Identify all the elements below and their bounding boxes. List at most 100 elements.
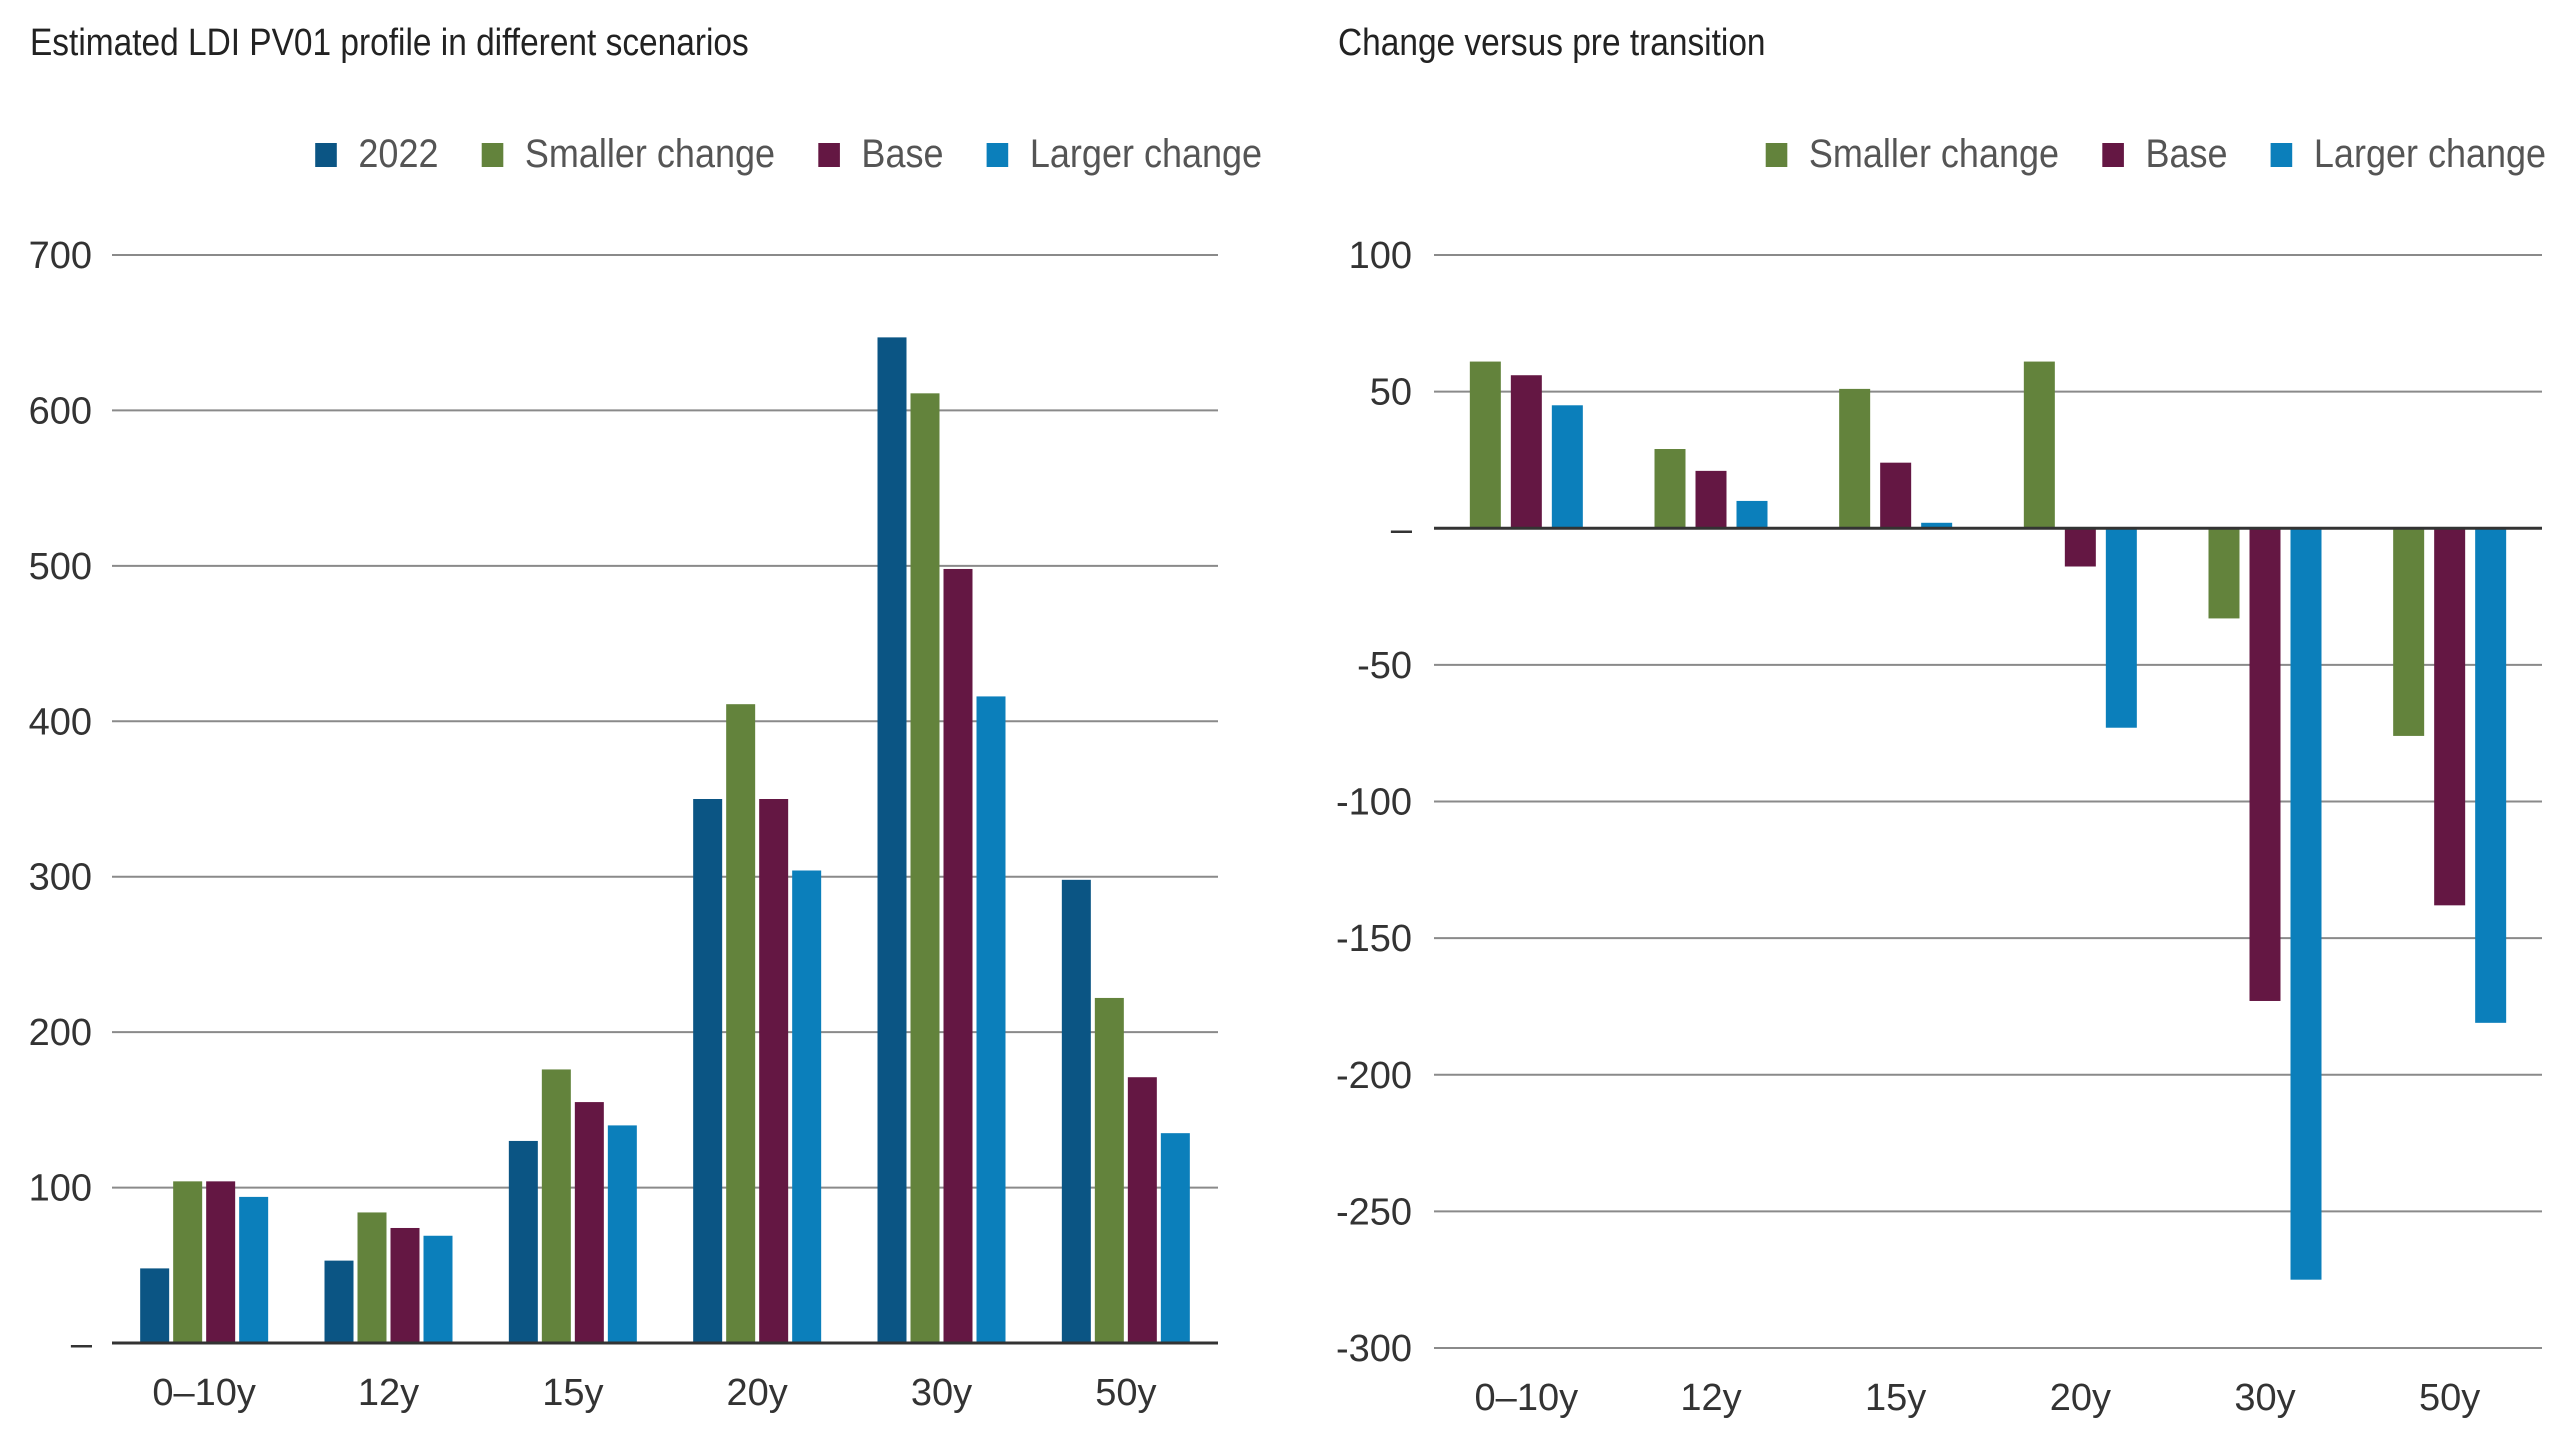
right-chart-panel: Change versus pre transition Smaller cha… bbox=[1280, 0, 2560, 1440]
legend-item-larger-change: Larger change bbox=[986, 132, 1262, 177]
legend-label-2022: 2022 bbox=[358, 132, 439, 176]
legend-swatch-larger-change bbox=[986, 142, 1009, 167]
bar-2022-20y bbox=[693, 799, 723, 1343]
legend-swatch-base bbox=[2102, 142, 2124, 167]
legend-label-larger-change: Larger change bbox=[2313, 132, 2546, 176]
legend-swatch-smaller-change bbox=[1765, 142, 1788, 167]
bar-base-0-10y bbox=[206, 1181, 236, 1343]
bar-larger-change-15y bbox=[607, 1125, 637, 1343]
bar-smaller-change-15y bbox=[1839, 388, 1871, 529]
bar-larger-change-30y bbox=[2290, 528, 2322, 1280]
y-tick-label: -300 bbox=[1336, 1328, 1412, 1370]
legend-label-smaller-change: Smaller change bbox=[524, 132, 775, 176]
bar-smaller-change-30y bbox=[2208, 528, 2240, 619]
x-tick-label: 50y bbox=[1095, 1372, 1156, 1414]
right-chart-legend: Smaller change Base Larger change bbox=[1722, 132, 2546, 177]
x-tick-label: 15y bbox=[542, 1372, 603, 1414]
bar-2022-30y bbox=[877, 337, 907, 1343]
bar-smaller-change-20y bbox=[726, 704, 756, 1343]
bar-2022-50y bbox=[1061, 879, 1091, 1343]
x-tick-label: 12y bbox=[358, 1372, 419, 1414]
y-tick-label: 300 bbox=[29, 857, 92, 899]
bar-larger-change-30y bbox=[976, 696, 1006, 1343]
legend-label-base: Base bbox=[2145, 132, 2228, 176]
legend-label-larger-change: Larger change bbox=[1029, 132, 1262, 176]
left-chart-title: Estimated LDI PV01 profile in different … bbox=[30, 22, 749, 64]
legend-swatch-2022 bbox=[315, 142, 337, 167]
y-tick-label: 400 bbox=[29, 701, 92, 743]
y-tick-label: 600 bbox=[29, 390, 92, 432]
bar-base-20y bbox=[2064, 528, 2096, 567]
bar-larger-change-15y bbox=[1921, 522, 1953, 529]
y-tick-label: -50 bbox=[1357, 645, 1412, 687]
bar-larger-change-50y bbox=[1160, 1133, 1190, 1343]
bar-larger-change-20y bbox=[2105, 528, 2137, 728]
y-tick-label: -250 bbox=[1336, 1191, 1412, 1233]
bar-larger-change-0-10y bbox=[239, 1196, 269, 1343]
bar-smaller-change-0-10y bbox=[1469, 361, 1501, 529]
y-tick-label: 100 bbox=[29, 1168, 92, 1210]
y-tick-label: 700 bbox=[29, 235, 92, 277]
y-tick-label: -150 bbox=[1336, 918, 1412, 960]
left-chart-legend: 2022 Smaller change Base Larger change bbox=[272, 132, 1262, 177]
y-tick-label: 50 bbox=[1370, 372, 1412, 414]
bar-2022-12y bbox=[324, 1260, 354, 1343]
y-tick-label: 200 bbox=[29, 1012, 92, 1054]
bar-2022-0-10y bbox=[140, 1268, 170, 1343]
x-tick-label: 30y bbox=[911, 1372, 972, 1414]
bar-smaller-change-50y bbox=[2393, 528, 2425, 736]
bar-2022-15y bbox=[508, 1140, 538, 1343]
bar-smaller-change-0-10y bbox=[173, 1181, 203, 1343]
bar-smaller-change-12y bbox=[1654, 449, 1686, 529]
bar-base-15y bbox=[1880, 462, 1912, 529]
y-tick-label: 500 bbox=[29, 546, 92, 588]
x-tick-label: 12y bbox=[1680, 1377, 1741, 1419]
legend-item-smaller-change: Smaller change bbox=[1765, 132, 2059, 177]
bar-larger-change-12y bbox=[1736, 500, 1768, 529]
x-tick-label: 0–10y bbox=[152, 1372, 256, 1414]
bar-base-20y bbox=[759, 799, 789, 1343]
x-tick-label: 20y bbox=[2050, 1377, 2111, 1419]
bar-larger-change-12y bbox=[423, 1235, 453, 1343]
right-chart-plot: -300 -250 -200 -150 -100 -50 – 50 100 0–10y 12y 15y… bbox=[1336, 235, 2542, 1419]
bar-smaller-change-20y bbox=[2023, 361, 2055, 529]
x-tick-label: 30y bbox=[2234, 1377, 2295, 1419]
bar-base-50y bbox=[1127, 1077, 1157, 1343]
right-chart-title: Change versus pre transition bbox=[1338, 22, 1766, 64]
bar-smaller-change-30y bbox=[910, 393, 940, 1343]
legend-item-larger-change: Larger change bbox=[2270, 132, 2546, 177]
legend-label-base: Base bbox=[861, 132, 944, 176]
y-tick-label: – bbox=[71, 1323, 93, 1365]
y-tick-label: -200 bbox=[1336, 1055, 1412, 1097]
x-tick-label: 20y bbox=[727, 1372, 788, 1414]
legend-item-base: Base bbox=[2102, 132, 2227, 177]
bar-base-50y bbox=[2434, 528, 2466, 906]
legend-label-smaller-change: Smaller change bbox=[1808, 132, 2059, 176]
bar-larger-change-0-10y bbox=[1551, 405, 1583, 529]
legend-swatch-smaller-change bbox=[481, 142, 504, 167]
x-tick-label: 50y bbox=[2419, 1377, 2480, 1419]
bar-smaller-change-15y bbox=[541, 1069, 571, 1343]
bar-base-12y bbox=[1695, 470, 1727, 529]
left-chart-plot: – 100 200 300 400 500 600 700 0–10y 12y 15y 20y 30y 5… bbox=[29, 235, 1218, 1414]
y-tick-label: 100 bbox=[1349, 235, 1412, 277]
bar-smaller-change-12y bbox=[357, 1212, 387, 1343]
bar-base-12y bbox=[390, 1227, 420, 1343]
bar-smaller-change-50y bbox=[1094, 997, 1124, 1343]
bar-base-15y bbox=[574, 1102, 604, 1343]
legend-item-2022: 2022 bbox=[315, 132, 438, 177]
bar-base-0-10y bbox=[1510, 375, 1542, 529]
bar-base-30y bbox=[2249, 528, 2281, 1001]
bar-base-30y bbox=[943, 568, 973, 1343]
left-chart-panel: Estimated LDI PV01 profile in different … bbox=[29, 22, 1262, 1414]
y-tick-label: -100 bbox=[1336, 782, 1412, 824]
bar-larger-change-20y bbox=[792, 870, 822, 1343]
legend-swatch-base bbox=[818, 142, 840, 167]
y-tick-label: – bbox=[1391, 508, 1413, 550]
legend-item-smaller-change: Smaller change bbox=[481, 132, 775, 177]
legend-swatch-larger-change bbox=[2270, 142, 2293, 167]
legend-item-base: Base bbox=[818, 132, 943, 177]
x-tick-label: 15y bbox=[1865, 1377, 1926, 1419]
bar-larger-change-50y bbox=[2475, 528, 2507, 1023]
x-tick-label: 0–10y bbox=[1475, 1377, 1579, 1419]
